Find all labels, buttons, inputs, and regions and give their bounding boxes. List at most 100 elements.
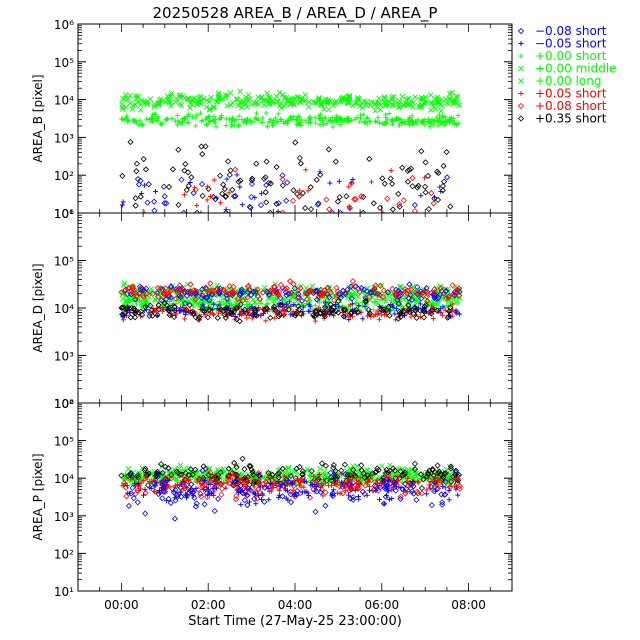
data-point [239,289,246,296]
data-point [279,91,286,98]
data-point [440,484,446,490]
data-point [377,496,383,502]
data-point [165,183,173,190]
data-point [298,119,304,125]
data-point [447,115,453,121]
data-point [205,481,211,487]
data-point [400,197,407,204]
data-point [143,290,151,297]
data-point [280,308,286,314]
data-point [282,480,289,487]
data-point [187,100,194,107]
data-point [145,181,152,188]
data-point [313,176,320,183]
x-axis-label: Start Time (27-May-25 23:00:00) [188,614,402,629]
data-point [436,115,442,121]
data-point [335,304,341,310]
data-point [261,484,268,491]
data-point [446,475,452,481]
data-point [270,283,277,290]
data-point [274,98,281,105]
data-point [296,306,303,313]
data-point [166,305,173,312]
data-point [122,92,129,98]
data-point [188,174,195,181]
data-point [120,304,127,311]
data-point [272,480,278,486]
data-point [272,315,278,321]
data-point [172,487,179,494]
data-point [279,209,286,213]
data-point [432,118,438,124]
data-point [358,284,365,292]
data-point [155,306,162,313]
data-point [127,479,133,485]
data-point [237,482,244,489]
data-point [132,202,139,209]
data-point [264,97,271,104]
data-point [407,165,415,172]
data-point [260,492,266,498]
data-point [213,99,220,105]
data-point [187,281,194,288]
data-point [236,475,242,481]
data-point [244,473,251,480]
data-point [370,486,377,493]
legend-marker [518,65,524,72]
data-point [373,483,380,490]
data-point [435,309,441,315]
data-point [406,309,413,316]
data-point [410,103,416,110]
data-point [142,465,149,472]
data-point [208,94,214,101]
data-point [297,99,304,106]
data-point [422,94,429,101]
data-point [424,491,430,497]
data-point [143,298,149,304]
data-point [187,179,193,185]
data-point [287,472,295,479]
legend-marker [517,27,525,35]
data-point [213,474,220,481]
data-point [420,314,428,321]
data-point [376,120,382,126]
data-point [253,116,259,122]
data-point [376,310,382,316]
data-point [445,474,451,480]
data-point [339,471,345,477]
data-point [223,123,229,129]
data-point [339,97,346,104]
data-point [451,99,458,106]
data-point [166,299,172,305]
data-point [211,485,218,492]
data-point [402,490,409,497]
data-point [211,287,218,294]
data-point [434,307,441,314]
data-point [276,311,283,318]
data-point [408,286,415,293]
data-point [439,114,445,120]
data-point [193,500,200,507]
data-point [379,463,385,469]
data-point [435,482,441,488]
data-point [356,288,363,295]
data-point [193,123,199,129]
data-point [241,497,248,504]
data-point [390,484,396,490]
data-point [410,490,417,497]
data-point [187,466,194,473]
data-point [342,96,349,103]
data-point [383,298,390,305]
data-point [151,488,159,495]
data-point [295,121,301,127]
data-point [431,480,437,486]
data-point [176,473,182,479]
data-point [420,308,427,315]
data-point [360,193,367,201]
data-point [149,290,156,297]
data-point [219,115,225,121]
data-point [252,491,258,497]
data-point [385,483,391,489]
data-point [238,286,245,293]
data-point [270,122,276,128]
